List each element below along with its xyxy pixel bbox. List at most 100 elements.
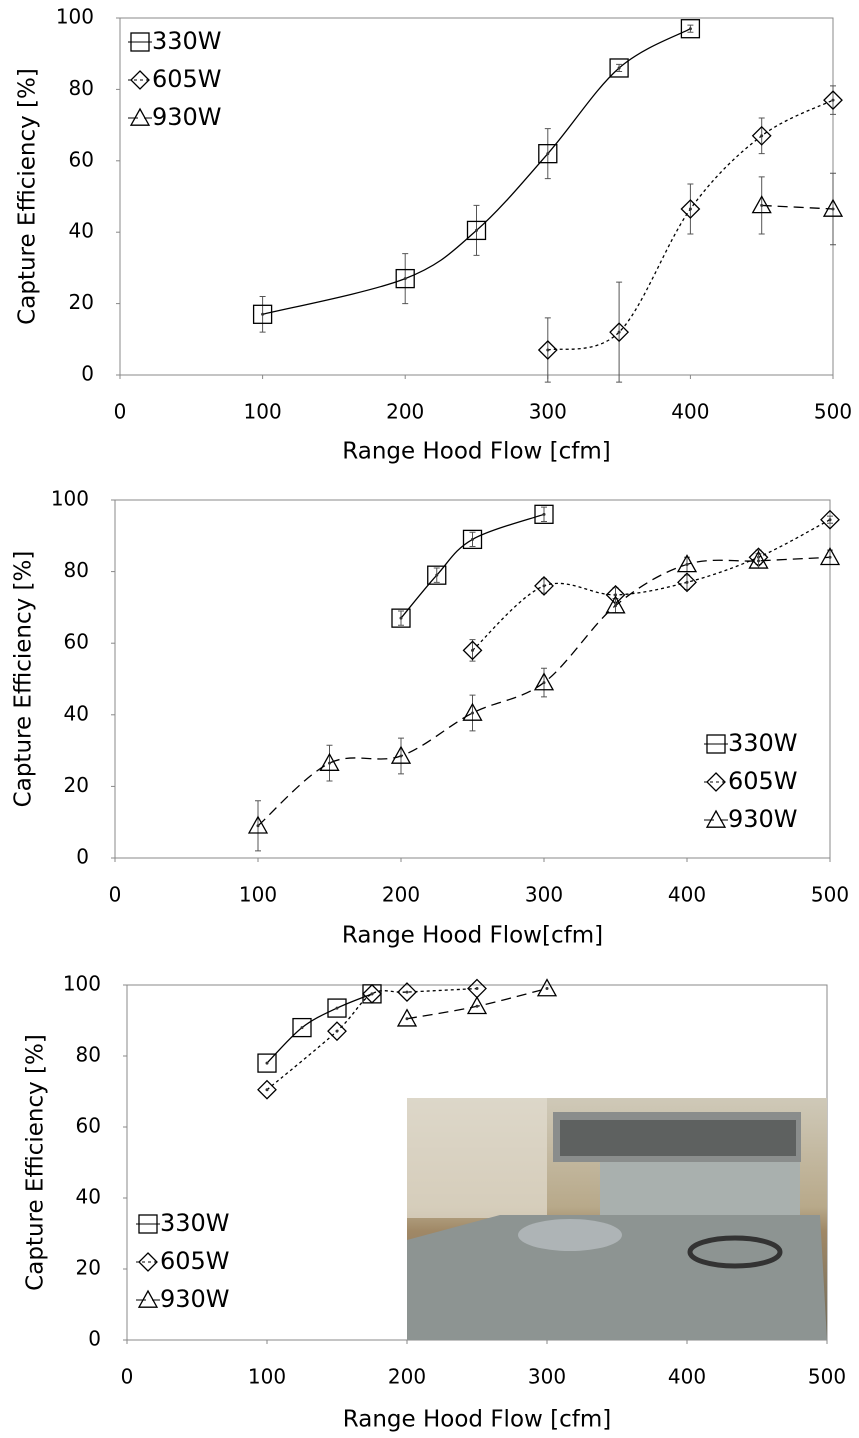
marker-triangle [319,752,340,771]
x-axis-label: Range Hood Flow [cfm] [342,439,610,465]
marker-dot [435,573,439,577]
marker-dot [265,1061,269,1065]
marker-triangle [247,815,269,834]
y-tick-label: 0 [88,1327,101,1351]
marker-diamond [397,982,417,1003]
marker-square [327,998,347,1018]
marker-diamond [680,199,701,219]
marker-diamond [327,1021,347,1042]
x-tick-label: 100 [248,1365,286,1389]
y-tick-label: 60 [76,1114,101,1138]
x-tick-label: 400 [668,883,706,907]
marker-dot [828,555,832,559]
marker-dot [265,1088,269,1092]
x-tick-label: 100 [239,883,277,907]
y-tick-label: 100 [56,5,94,29]
marker-square [538,144,558,164]
plot-frame [114,499,831,859]
marker-square [466,220,487,241]
x-tick-label: 400 [671,400,709,424]
series-line [472,519,831,651]
legend-marker [130,32,150,52]
marker-square [391,608,411,628]
marker-dot [475,1004,479,1008]
marker-diamond [462,640,483,661]
legend-label: 330W [152,27,222,55]
marker-square [292,1017,312,1038]
x-axis-label: Range Hood Flow[cfm] [342,923,603,949]
marker-triangle [822,198,844,217]
marker-dot [828,518,832,522]
y-tick-label: 20 [69,290,94,314]
x-tick-label: 300 [525,883,563,907]
marker-dot [542,681,546,685]
legend-marker [706,772,726,792]
marker-triangle [533,672,555,691]
legend-label: 330W [160,1209,230,1237]
marker-dot [757,559,760,563]
marker-dot [399,616,403,620]
y-tick-label: 0 [81,362,94,386]
marker-triangle [751,195,772,214]
y-tick-label: 60 [69,147,94,171]
marker-triangle [462,702,483,721]
legend-label: 605W [728,767,798,795]
legend-marker [130,70,150,90]
marker-triangle [605,595,626,614]
marker-dot [405,990,409,994]
legend-label: 930W [728,805,798,833]
marker-diamond [751,125,772,146]
series-line [406,987,548,1020]
marker-triangle [819,546,841,566]
marker-dot [405,1017,409,1021]
x-tick-label: 200 [382,883,420,907]
x-tick-label: 500 [808,1365,846,1389]
marker-square [680,19,701,39]
legend-label: 930W [160,1285,230,1313]
y-tick-label: 20 [76,1256,101,1280]
legend-label: 605W [160,1247,230,1275]
marker-dot [546,348,550,352]
marker-triangle [396,1008,418,1027]
marker-square [534,504,554,524]
marker-square [395,268,415,289]
y-tick-label: 20 [64,773,89,797]
legend-marker [138,1252,158,1272]
y-tick-label: 40 [76,1185,101,1209]
y-tick-label: 60 [64,630,89,654]
marker-triangle [536,978,558,997]
legend-marker [129,107,151,126]
marker-square [609,58,629,78]
marker-square [252,304,273,324]
marker-dot [403,277,407,281]
marker-dot [471,648,474,652]
y-tick-label: 80 [64,558,89,582]
x-tick-label: 300 [529,400,567,424]
marker-dot [335,1029,339,1033]
x-tick-label: 500 [811,883,849,907]
x-tick-label: 0 [114,400,127,424]
marker-dot [760,203,764,207]
series-line [262,28,691,315]
y-tick-label: 80 [69,76,94,100]
x-tick-label: 200 [388,1365,426,1389]
y-tick-label: 100 [51,487,89,511]
marker-triangle [390,745,412,764]
marker-triangle [748,550,769,569]
marker-dot [546,152,550,156]
marker-diamond [677,572,697,593]
marker-square [257,1053,277,1073]
marker-dot [688,207,692,211]
y-tick-label: 0 [76,845,89,869]
y-tick-label: 80 [76,1043,101,1067]
legend-label: 605W [152,65,222,93]
y-axis-label: Capture Efficiency [%] [11,551,37,808]
marker-dot [475,228,478,232]
legend-marker [137,1289,159,1308]
marker-dot [685,562,689,566]
marker-dot [760,134,764,138]
marker-dot [614,593,617,597]
marker-diamond [534,576,554,596]
marker-dot [335,1006,339,1010]
